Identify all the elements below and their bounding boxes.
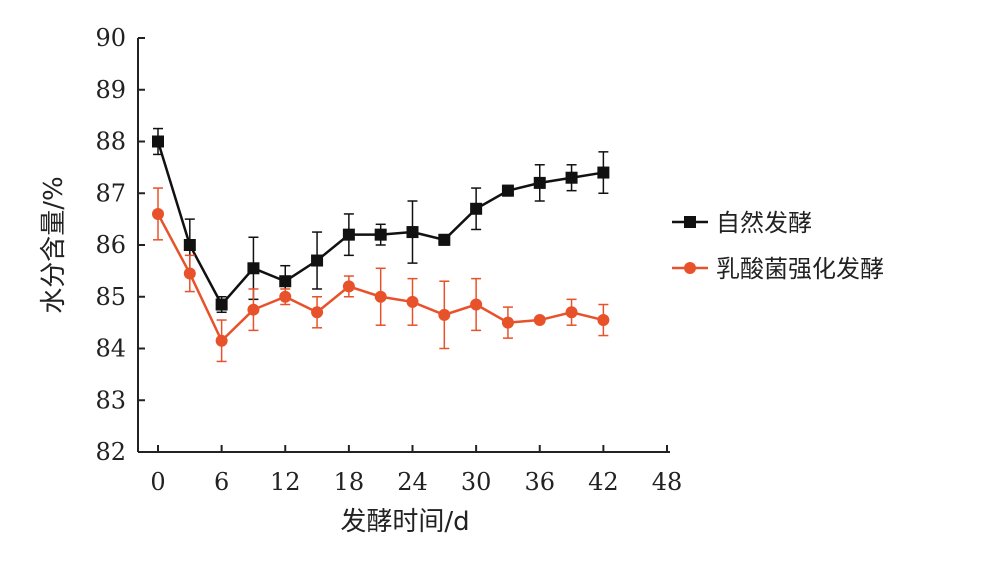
data-point bbox=[565, 171, 578, 184]
data-point bbox=[247, 262, 260, 275]
data-point bbox=[279, 275, 292, 288]
y-axis-label: 水分含量/% bbox=[39, 176, 69, 313]
data-point bbox=[152, 207, 164, 220]
x-tick-label: 18 bbox=[334, 468, 365, 496]
y-tick-label: 87 bbox=[95, 179, 126, 207]
legend-label: 乳酸菌强化发酵 bbox=[716, 255, 884, 283]
x-axis-label: 发酵时间/d bbox=[340, 507, 469, 537]
data-point bbox=[470, 202, 483, 215]
data-point bbox=[597, 314, 610, 327]
data-point bbox=[406, 226, 419, 239]
data-point bbox=[374, 290, 387, 303]
data-point bbox=[501, 184, 514, 197]
y-tick-label: 85 bbox=[95, 283, 126, 311]
y-tick-label: 84 bbox=[95, 335, 126, 363]
y-tick-label: 90 bbox=[95, 24, 126, 52]
data-point bbox=[247, 303, 260, 316]
y-tick-label: 89 bbox=[95, 76, 126, 104]
data-point bbox=[597, 166, 610, 179]
data-point bbox=[183, 267, 196, 280]
data-point bbox=[342, 228, 355, 241]
data-point bbox=[311, 306, 324, 319]
legend-label: 自然发酵 bbox=[716, 209, 812, 237]
data-point bbox=[438, 308, 451, 321]
data-point bbox=[438, 233, 451, 246]
data-point bbox=[311, 254, 324, 267]
x-tick-label: 0 bbox=[150, 468, 165, 496]
data-point bbox=[565, 306, 578, 319]
x-tick-label: 24 bbox=[397, 468, 428, 496]
x-tick-label: 6 bbox=[214, 468, 229, 496]
data-point bbox=[183, 239, 196, 251]
data-point bbox=[470, 298, 483, 311]
legend-marker bbox=[684, 216, 696, 228]
data-point bbox=[342, 280, 355, 293]
y-tick-label: 86 bbox=[95, 231, 126, 259]
x-tick-label: 30 bbox=[461, 468, 492, 496]
data-point bbox=[215, 334, 228, 347]
data-point bbox=[279, 290, 292, 303]
data-point bbox=[374, 228, 387, 241]
data-point bbox=[215, 298, 228, 311]
x-tick-label: 12 bbox=[270, 468, 301, 496]
data-point bbox=[533, 176, 546, 189]
x-tick-label: 42 bbox=[588, 468, 619, 496]
x-tick-label: 36 bbox=[524, 468, 555, 496]
data-point bbox=[406, 295, 419, 308]
data-point bbox=[501, 316, 514, 329]
data-point bbox=[152, 135, 164, 148]
y-tick-label: 82 bbox=[95, 438, 126, 466]
y-tick-label: 83 bbox=[95, 386, 126, 414]
y-tick-label: 88 bbox=[95, 128, 126, 156]
data-point bbox=[533, 314, 546, 327]
legend-marker bbox=[684, 262, 696, 274]
x-tick-label: 48 bbox=[652, 468, 683, 496]
